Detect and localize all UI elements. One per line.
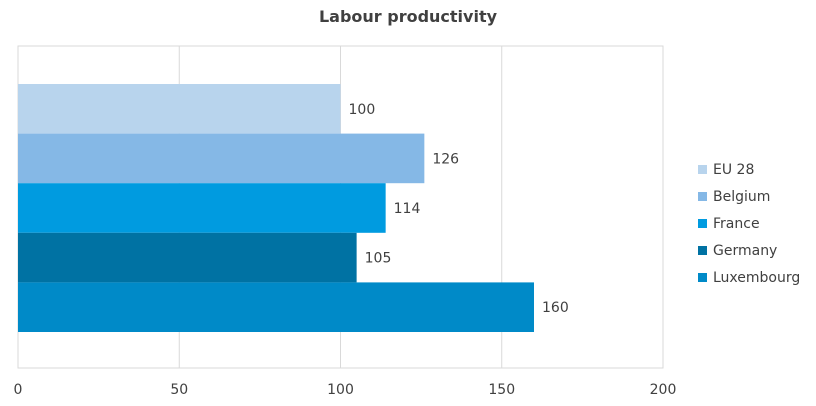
legend-label: France <box>713 215 760 232</box>
x-tick-label: 150 <box>488 382 515 398</box>
data-label: 114 <box>394 201 421 217</box>
legend-item: Luxembourg <box>698 264 800 291</box>
legend-swatch <box>698 165 707 174</box>
x-tick-label: 100 <box>327 382 354 398</box>
bar-luxembourg <box>18 282 534 332</box>
bar-germany <box>18 232 357 283</box>
chart-title: Labour productivity <box>318 7 498 26</box>
x-tick-label: 0 <box>14 382 23 398</box>
bar-france <box>18 183 386 233</box>
legend-item: Belgium <box>698 183 800 210</box>
legend-label: Luxembourg <box>713 269 801 286</box>
data-label: 126 <box>432 151 459 167</box>
legend: EU 28 Belgium France Germany Luxembourg <box>698 156 800 291</box>
legend-swatch <box>698 246 707 255</box>
legend-item: Germany <box>698 237 800 264</box>
data-label: 160 <box>542 300 569 316</box>
x-tick-label: 200 <box>650 382 677 398</box>
x-tick-label: 50 <box>170 382 188 398</box>
legend-label: EU 28 <box>713 161 755 178</box>
data-label: 105 <box>365 251 392 267</box>
data-label: 100 <box>349 102 376 118</box>
legend-item: France <box>698 210 800 237</box>
legend-item: EU 28 <box>698 156 800 183</box>
legend-swatch <box>698 219 707 228</box>
legend-label: Belgium <box>713 188 771 205</box>
legend-swatch <box>698 192 707 201</box>
bar-eu-28 <box>18 84 341 134</box>
legend-swatch <box>698 273 707 282</box>
bar-belgium <box>18 133 425 184</box>
legend-label: Germany <box>713 242 778 259</box>
